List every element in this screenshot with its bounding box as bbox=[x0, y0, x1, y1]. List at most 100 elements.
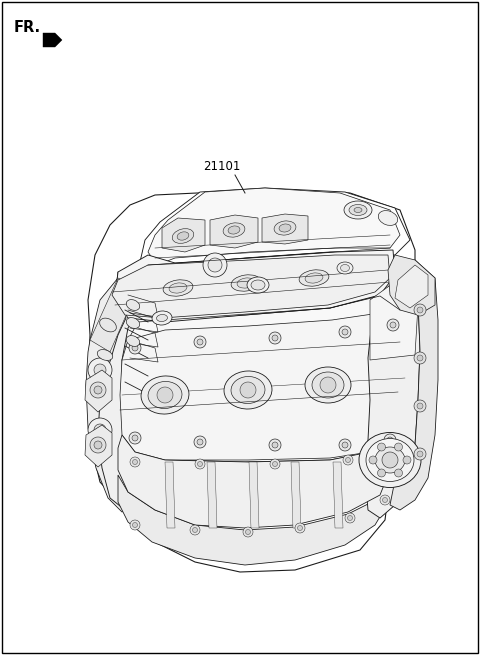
Circle shape bbox=[94, 386, 102, 394]
Ellipse shape bbox=[344, 201, 372, 219]
Ellipse shape bbox=[305, 273, 323, 283]
Circle shape bbox=[414, 448, 426, 460]
Polygon shape bbox=[162, 218, 205, 252]
Ellipse shape bbox=[97, 350, 113, 360]
Circle shape bbox=[132, 435, 138, 441]
Ellipse shape bbox=[378, 211, 398, 225]
Circle shape bbox=[380, 495, 390, 505]
Circle shape bbox=[88, 358, 112, 382]
Ellipse shape bbox=[375, 447, 405, 473]
Circle shape bbox=[369, 456, 377, 464]
Circle shape bbox=[208, 258, 222, 272]
Circle shape bbox=[190, 525, 200, 535]
Circle shape bbox=[390, 322, 396, 328]
Ellipse shape bbox=[148, 381, 182, 409]
Circle shape bbox=[387, 319, 399, 331]
Circle shape bbox=[197, 439, 203, 445]
Polygon shape bbox=[85, 425, 112, 467]
Ellipse shape bbox=[274, 221, 296, 235]
Polygon shape bbox=[120, 310, 405, 460]
Circle shape bbox=[320, 377, 336, 393]
Circle shape bbox=[94, 364, 106, 376]
Polygon shape bbox=[43, 33, 62, 47]
Circle shape bbox=[403, 456, 411, 464]
Ellipse shape bbox=[247, 277, 269, 293]
Circle shape bbox=[417, 403, 423, 409]
Ellipse shape bbox=[126, 299, 140, 310]
Circle shape bbox=[132, 523, 137, 527]
Circle shape bbox=[383, 445, 393, 455]
Circle shape bbox=[384, 434, 396, 446]
Circle shape bbox=[272, 335, 278, 341]
Polygon shape bbox=[90, 278, 138, 352]
Circle shape bbox=[194, 336, 206, 348]
Polygon shape bbox=[262, 214, 308, 244]
Circle shape bbox=[243, 527, 253, 537]
Circle shape bbox=[269, 332, 281, 344]
Circle shape bbox=[339, 326, 351, 338]
Polygon shape bbox=[86, 278, 152, 512]
Circle shape bbox=[129, 432, 141, 444]
Polygon shape bbox=[365, 260, 420, 518]
Circle shape bbox=[342, 329, 348, 335]
Circle shape bbox=[129, 342, 141, 354]
Ellipse shape bbox=[299, 270, 329, 286]
Text: FR.: FR. bbox=[14, 20, 41, 35]
Ellipse shape bbox=[152, 311, 172, 325]
Polygon shape bbox=[333, 462, 343, 528]
Ellipse shape bbox=[141, 376, 189, 414]
Polygon shape bbox=[395, 265, 428, 308]
Circle shape bbox=[195, 459, 205, 469]
Circle shape bbox=[417, 307, 423, 313]
Circle shape bbox=[339, 439, 351, 451]
Ellipse shape bbox=[228, 226, 240, 234]
Polygon shape bbox=[390, 260, 438, 510]
Ellipse shape bbox=[340, 265, 349, 272]
Ellipse shape bbox=[305, 367, 351, 403]
Text: 21101: 21101 bbox=[204, 160, 240, 173]
Ellipse shape bbox=[156, 314, 168, 322]
Polygon shape bbox=[85, 370, 112, 412]
Polygon shape bbox=[291, 462, 301, 528]
Ellipse shape bbox=[231, 377, 265, 403]
Circle shape bbox=[132, 460, 137, 464]
Polygon shape bbox=[122, 295, 400, 462]
Circle shape bbox=[345, 513, 355, 523]
Ellipse shape bbox=[237, 278, 255, 288]
Ellipse shape bbox=[223, 223, 245, 237]
Ellipse shape bbox=[177, 232, 189, 240]
Circle shape bbox=[203, 253, 227, 277]
Circle shape bbox=[272, 442, 278, 448]
Ellipse shape bbox=[279, 224, 291, 232]
Polygon shape bbox=[370, 262, 418, 360]
Circle shape bbox=[270, 459, 280, 469]
Circle shape bbox=[414, 304, 426, 316]
Ellipse shape bbox=[231, 275, 261, 291]
Circle shape bbox=[377, 443, 385, 451]
Ellipse shape bbox=[359, 432, 421, 487]
Ellipse shape bbox=[100, 318, 116, 332]
Ellipse shape bbox=[126, 318, 140, 328]
Polygon shape bbox=[98, 272, 152, 510]
Circle shape bbox=[414, 352, 426, 364]
Ellipse shape bbox=[354, 208, 362, 212]
Circle shape bbox=[130, 457, 140, 467]
Circle shape bbox=[346, 457, 350, 462]
Polygon shape bbox=[115, 250, 395, 322]
Polygon shape bbox=[118, 475, 390, 565]
Ellipse shape bbox=[366, 438, 414, 481]
Circle shape bbox=[417, 451, 423, 457]
Circle shape bbox=[417, 355, 423, 361]
Circle shape bbox=[192, 527, 197, 533]
Polygon shape bbox=[165, 462, 175, 528]
Polygon shape bbox=[88, 190, 415, 572]
Circle shape bbox=[245, 529, 251, 534]
Circle shape bbox=[94, 424, 106, 436]
Circle shape bbox=[240, 382, 256, 398]
Polygon shape bbox=[148, 188, 400, 265]
Circle shape bbox=[348, 515, 352, 521]
Ellipse shape bbox=[163, 280, 193, 296]
Ellipse shape bbox=[337, 262, 353, 274]
Ellipse shape bbox=[126, 335, 140, 346]
Circle shape bbox=[90, 382, 106, 398]
